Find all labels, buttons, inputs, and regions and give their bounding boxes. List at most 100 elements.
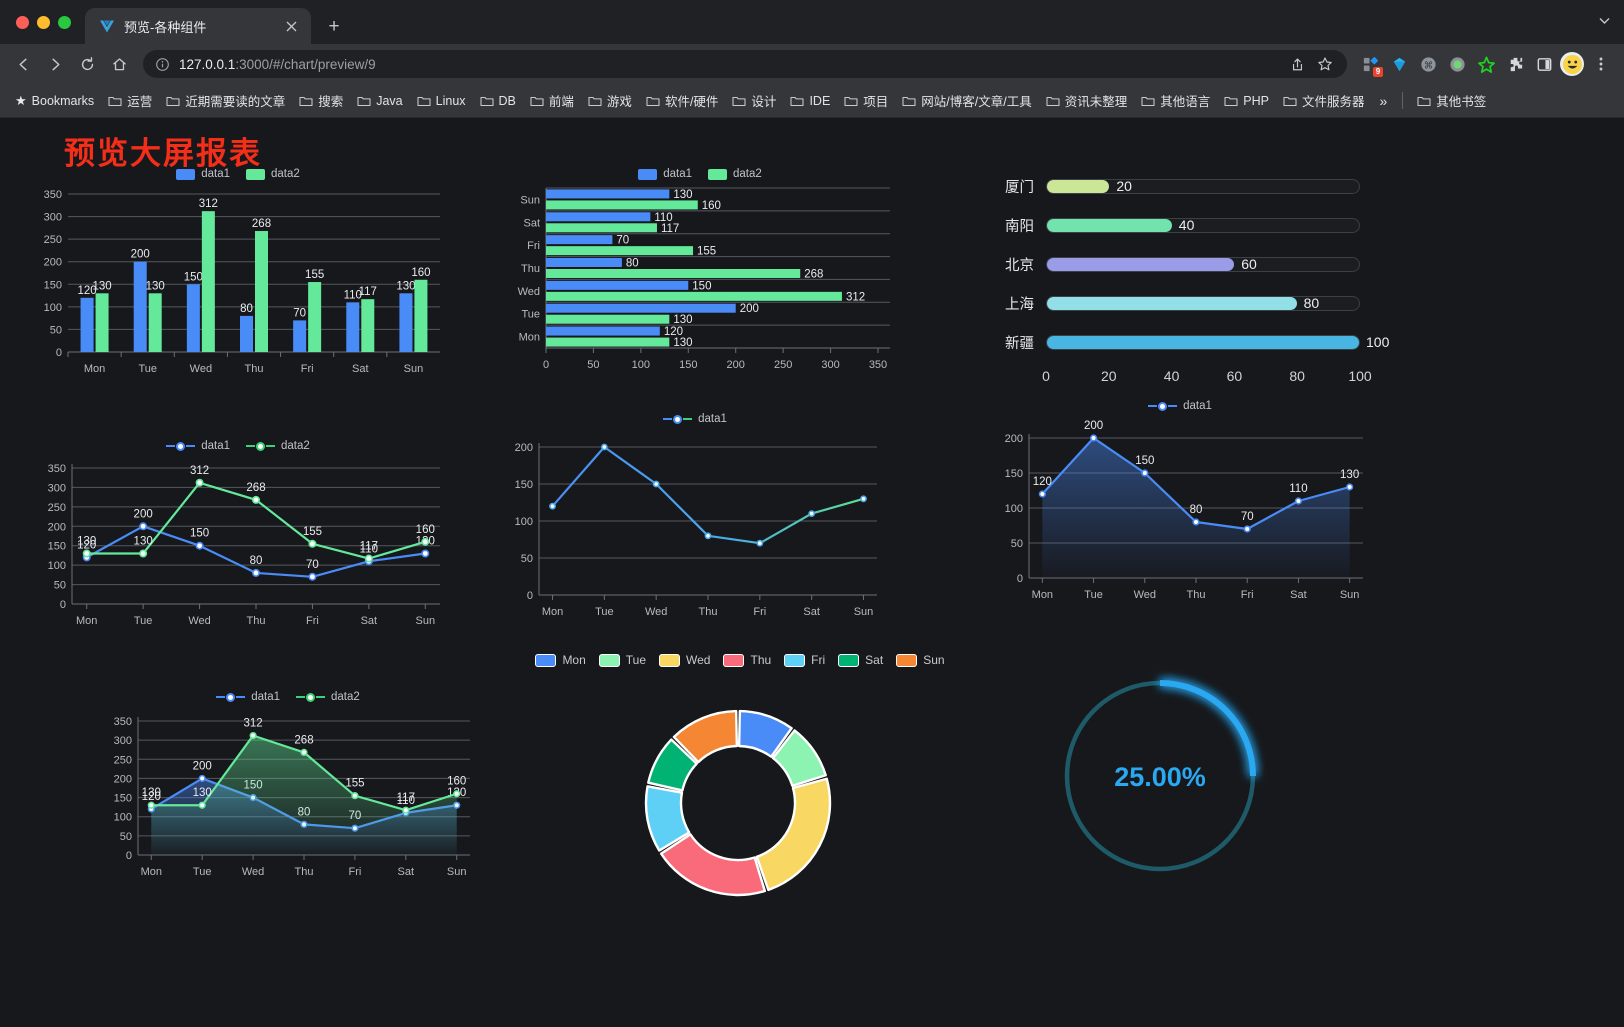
progress-track[interactable]: 20 bbox=[1046, 178, 1360, 194]
data-point-data2-Sat[interactable] bbox=[402, 806, 410, 814]
bar-data2-Tue[interactable] bbox=[546, 314, 670, 324]
data-point-data2-Wed[interactable] bbox=[249, 731, 257, 740]
bar-data2-Thu[interactable] bbox=[546, 269, 801, 278]
data-point-data2-Sun[interactable] bbox=[453, 790, 461, 798]
browser-tab[interactable]: 预览-各种组件 bbox=[85, 8, 311, 44]
data-point-data1-Tue[interactable] bbox=[1089, 434, 1098, 442]
diamond-icon[interactable] bbox=[1385, 50, 1413, 78]
bar-data2-Sat[interactable] bbox=[361, 299, 375, 352]
bar-data1-Tue[interactable] bbox=[133, 261, 147, 352]
bar-data1-Sun[interactable] bbox=[399, 293, 413, 352]
close-window-button[interactable] bbox=[16, 15, 29, 29]
legend-item-data1[interactable]: data1 bbox=[166, 440, 230, 452]
bookmark-folder-13[interactable]: 资讯未整理 bbox=[1039, 87, 1135, 114]
chevron-down-icon[interactable] bbox=[1597, 13, 1612, 32]
bookmark-folder-1[interactable]: 近期需要读的文章 bbox=[159, 87, 292, 114]
bar-data2-Sat[interactable] bbox=[546, 223, 657, 233]
data-point-data1-Tue[interactable] bbox=[600, 443, 608, 451]
legend-item-Sat[interactable]: Sat bbox=[838, 653, 883, 667]
bar-data1-Fri[interactable] bbox=[546, 235, 613, 245]
legend-item-Tue[interactable]: Tue bbox=[598, 653, 646, 667]
info-circle-icon[interactable] bbox=[155, 57, 170, 72]
bookmarks-overflow-button[interactable]: » bbox=[1379, 92, 1388, 109]
bar-data2-Mon[interactable] bbox=[546, 337, 670, 347]
bookmark-folder-4[interactable]: Linux bbox=[410, 90, 473, 112]
legend-item-data2[interactable]: data2 bbox=[708, 168, 762, 180]
bookmark-folder-11[interactable]: 项目 bbox=[837, 87, 895, 114]
bar-data1-Mon[interactable] bbox=[80, 297, 94, 352]
data-point-data1-Wed[interactable] bbox=[1141, 469, 1149, 477]
legend-item-Wed[interactable]: Wed bbox=[659, 653, 710, 667]
bar-data2-Thu[interactable] bbox=[255, 231, 268, 352]
data-point-data2-Thu[interactable] bbox=[300, 748, 308, 756]
extensions-grid-icon[interactable]: 9 bbox=[1356, 50, 1384, 78]
data-point-data1-Wed[interactable] bbox=[652, 480, 660, 488]
bookmark-folder-0[interactable]: 运营 bbox=[101, 87, 159, 114]
data-point-data2-Wed[interactable] bbox=[195, 478, 204, 487]
bookmark-folder-6[interactable]: 前端 bbox=[523, 87, 581, 114]
legend-item-Mon[interactable]: Mon bbox=[535, 653, 586, 667]
bookmark-folder-16[interactable]: 文件服务器 bbox=[1276, 87, 1372, 114]
legend-item-data1[interactable]: data1 bbox=[216, 691, 280, 703]
bookmark-folder-2[interactable]: 搜索 bbox=[292, 87, 350, 114]
reload-icon[interactable] bbox=[72, 49, 102, 79]
bar-data1-Thu[interactable] bbox=[546, 258, 622, 267]
legend-item-data2[interactable]: data2 bbox=[246, 168, 300, 180]
sidepanel-icon[interactable] bbox=[1530, 50, 1558, 78]
bookmark-folder-9[interactable]: 设计 bbox=[725, 87, 783, 114]
donut-slice-Sat[interactable] bbox=[647, 738, 698, 792]
data-point-data2-Fri[interactable] bbox=[308, 539, 317, 548]
bookmark-folder-5[interactable]: DB bbox=[473, 90, 523, 112]
bar-data1-Sat[interactable] bbox=[346, 302, 360, 352]
bar-data1-Wed[interactable] bbox=[186, 284, 200, 352]
data-point-data2-Thu[interactable] bbox=[252, 495, 261, 504]
bookmark-manager-item[interactable]: ★ Bookmarks bbox=[8, 89, 101, 113]
data-point-data1-Sun[interactable] bbox=[1346, 483, 1354, 491]
home-icon[interactable] bbox=[104, 49, 134, 79]
bookmark-folder-15[interactable]: PHP bbox=[1217, 90, 1276, 112]
data-point-data1-Mon[interactable] bbox=[549, 502, 556, 510]
bar-data1-Wed[interactable] bbox=[546, 280, 689, 290]
data-point-data1-Tue[interactable] bbox=[198, 774, 206, 783]
data-point-data2-Tue[interactable] bbox=[139, 549, 148, 558]
data-point-data1-Sun[interactable] bbox=[421, 549, 430, 558]
legend-item-Fri[interactable]: Fri bbox=[784, 653, 825, 667]
data-point-data1-Thu[interactable] bbox=[252, 568, 261, 577]
bookmark-folder-3[interactable]: Java bbox=[350, 90, 409, 112]
bookmark-folder-7[interactable]: 游戏 bbox=[581, 87, 639, 114]
address-bar[interactable]: 127.0.0.1:3000/#/chart/preview/9 bbox=[143, 50, 1347, 78]
forward-arrow-icon[interactable] bbox=[40, 49, 70, 79]
minimize-window-button[interactable] bbox=[37, 15, 50, 29]
data-point-data2-Tue[interactable] bbox=[198, 801, 206, 809]
donut-slice-Tue[interactable] bbox=[771, 729, 827, 788]
data-point-data1-Fri[interactable] bbox=[1243, 525, 1251, 533]
smiley-avatar-icon[interactable] bbox=[1560, 52, 1584, 76]
data-point-data1-Sat[interactable] bbox=[1294, 497, 1303, 505]
bar-data2-Fri[interactable] bbox=[308, 282, 322, 352]
data-point-data1-Fri[interactable] bbox=[308, 572, 317, 581]
bar-data2-Mon[interactable] bbox=[95, 293, 109, 352]
bookmark-folder-14[interactable]: 其他语言 bbox=[1134, 87, 1217, 114]
donut-slice-Sun[interactable] bbox=[672, 709, 739, 764]
green-circle-icon[interactable] bbox=[1443, 50, 1471, 78]
legend-item-data2[interactable]: data2 bbox=[246, 440, 310, 452]
data-point-data1-Sun[interactable] bbox=[860, 495, 867, 503]
bar-data1-Mon[interactable] bbox=[546, 326, 660, 336]
progress-track[interactable]: 100 bbox=[1046, 334, 1389, 350]
back-arrow-icon[interactable] bbox=[8, 49, 38, 79]
bookmark-folder-10[interactable]: IDE bbox=[783, 90, 837, 112]
progress-track[interactable]: 80 bbox=[1046, 295, 1360, 311]
donut-slice-Mon[interactable] bbox=[737, 709, 793, 758]
puzzle-icon[interactable] bbox=[1501, 50, 1529, 78]
bookmark-folder-8[interactable]: 软件/硬件 bbox=[639, 87, 725, 114]
share-icon[interactable] bbox=[1285, 52, 1309, 76]
data-point-data2-Mon[interactable] bbox=[147, 801, 155, 809]
new-tab-button[interactable]: + bbox=[328, 15, 340, 37]
legend-item-data1[interactable]: data1 bbox=[638, 168, 692, 180]
bar-data2-Fri[interactable] bbox=[546, 246, 694, 256]
data-point-data1-Mon[interactable] bbox=[1038, 490, 1046, 498]
donut-slice-Thu[interactable] bbox=[660, 833, 767, 897]
bar-data2-Sun[interactable] bbox=[414, 279, 428, 352]
data-point-data2-Fri[interactable] bbox=[351, 792, 359, 800]
data-point-data1-Sat[interactable] bbox=[808, 510, 816, 517]
